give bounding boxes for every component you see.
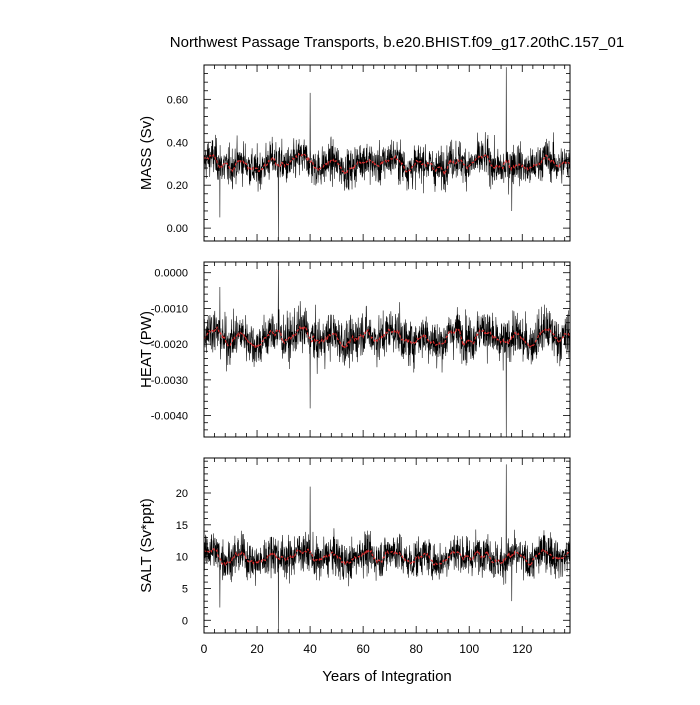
series-smoothed-heat bbox=[204, 324, 570, 349]
x-tick-label: 20 bbox=[250, 642, 264, 656]
panel-heat: 0.0000 -0.0010 -0.0020 -0.0030 -0.0040 HEAT (… bbox=[138, 261, 571, 438]
y-axis-label-salt: SALT (Sv*ppt) bbox=[138, 498, 155, 592]
y-tick-label-heat: -0.0020 bbox=[151, 339, 188, 351]
series-smoothed-salt bbox=[204, 547, 570, 567]
y-tick-label-salt: 0 bbox=[182, 615, 188, 627]
series-smoothed-mass bbox=[204, 152, 570, 176]
y-axis-label-mass: MASS (Sv) bbox=[138, 116, 155, 190]
x-tick-label: 40 bbox=[303, 642, 317, 656]
x-tick-label: 80 bbox=[409, 642, 423, 656]
plot-frame-salt bbox=[203, 457, 571, 634]
y-tick-label-salt: 20 bbox=[176, 488, 188, 500]
y-tick-label-heat: -0.0010 bbox=[151, 303, 188, 315]
x-tick-label: 100 bbox=[459, 642, 479, 656]
y-tick-label-mass: 0.00 bbox=[167, 223, 188, 235]
panel-mass: 0.00 0.20 0.40 0.60 MASS (Sv) bbox=[138, 64, 571, 242]
y-axis-label-heat: HEAT (PW) bbox=[138, 311, 155, 388]
series-raw-heat bbox=[204, 262, 570, 437]
y-tick-label-heat: -0.0040 bbox=[151, 411, 188, 423]
plot-frame-mass bbox=[203, 64, 571, 242]
y-tick-label-mass: 0.60 bbox=[167, 94, 188, 106]
y-tick-label-heat: 0.0000 bbox=[154, 268, 188, 280]
x-axis-label: Years of Integration bbox=[322, 668, 452, 685]
y-tick-label-heat: -0.0030 bbox=[151, 375, 188, 387]
plot-frame-heat bbox=[203, 261, 571, 438]
y-tick-label-mass: 0.40 bbox=[167, 137, 188, 149]
y-tick-label-salt: 10 bbox=[176, 552, 188, 564]
x-tick-label: 60 bbox=[356, 642, 370, 656]
series-raw-salt bbox=[204, 464, 570, 630]
series-raw-mass bbox=[204, 67, 570, 241]
chart-title: Northwest Passage Transports, b.e20.BHIS… bbox=[170, 34, 624, 51]
y-tick-label-salt: 15 bbox=[176, 520, 188, 532]
panel-salt: 0 5 10 15 20 SALT (Sv*ppt) 0 20 40 60 80 100 120 bbox=[138, 457, 571, 656]
y-tick-label-mass: 0.20 bbox=[167, 180, 188, 192]
x-tick-label: 0 bbox=[201, 642, 208, 656]
y-tick-label-salt: 5 bbox=[182, 583, 188, 595]
x-tick-label: 120 bbox=[512, 642, 532, 656]
